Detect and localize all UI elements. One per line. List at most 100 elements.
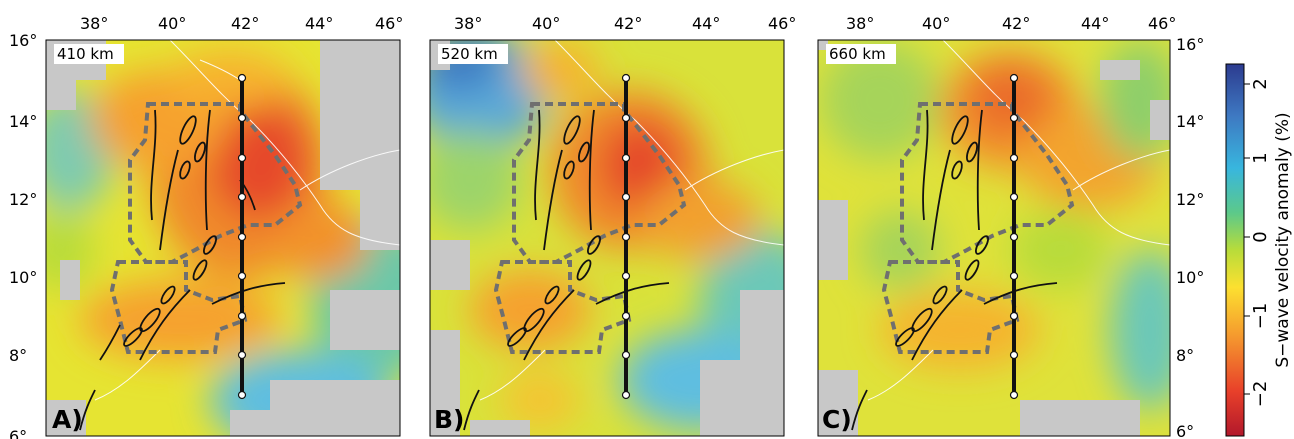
profile-marker [621, 73, 631, 83]
lon-axis-b: 38° 40° 42° 44° 46° [454, 14, 796, 33]
coastline-c [867, 40, 1170, 401]
profile-marker [237, 232, 247, 242]
lat-tick-label: 12° [1176, 190, 1204, 209]
profile-marker [237, 390, 247, 400]
faults-b [463, 109, 670, 431]
no-data-area-b [430, 40, 784, 436]
map-panel-b: 520 km B) 38° 40° 42° 44° 46° [429, 14, 796, 437]
lon-tick-label: 42° [1002, 14, 1030, 33]
lon-tick-label: 40° [158, 14, 186, 33]
panel-label-a: A) [52, 405, 83, 434]
lat-tick-label: 8° [1176, 346, 1194, 365]
profile-marker [621, 271, 631, 281]
lat-tick-label: 14° [9, 112, 37, 131]
depth-label-box-b [438, 44, 508, 64]
profile-marker [621, 153, 631, 163]
profile-marker [1009, 113, 1019, 123]
faults-a [79, 109, 286, 431]
lat-tick-label: 10° [9, 268, 37, 287]
lon-axis-a: 38° 40° 42° 44° 46° [80, 14, 403, 33]
lat-tick-label: 8° [9, 346, 27, 365]
colorbar: 2 1 0 −1 −2 S−wave velocity anomaly (%) [1225, 63, 1293, 437]
lat-tick-label: 16° [1176, 35, 1204, 54]
map-frame-b [429, 39, 785, 437]
lon-tick-label: 42° [614, 14, 642, 33]
region-outline-c [881, 102, 1075, 354]
lon-tick-label: 40° [922, 14, 950, 33]
lon-tick-label: 38° [80, 14, 108, 33]
lon-tick-label: 40° [532, 14, 560, 33]
lat-tick-label: 12° [9, 190, 37, 209]
lon-tick-label: 42° [231, 14, 259, 33]
profile-line-c [1009, 73, 1019, 400]
lat-tick-label: 14° [1176, 112, 1204, 131]
profile-marker [1009, 153, 1019, 163]
profile-marker [621, 192, 631, 202]
lat-tick-label: 6° [1176, 422, 1194, 439]
profile-marker [237, 113, 247, 123]
lon-tick-label: 44° [1081, 14, 1109, 33]
velocity-field-a [46, 40, 400, 436]
depth-label-a: 410 km [57, 45, 114, 63]
region-outline-a [109, 102, 303, 354]
colorbar-title: S−wave velocity anomaly (%) [1273, 112, 1293, 367]
colorbar-gradient [1225, 63, 1245, 437]
map-panel-a: 410 km A) 38° 40° 42° 44° 46° 16° 14° 12… [9, 14, 403, 439]
profile-marker [621, 350, 631, 360]
lat-tick-label: 10° [1176, 268, 1204, 287]
profile-marker [621, 113, 631, 123]
lon-tick-label: 38° [454, 14, 482, 33]
colorbar-ticks [1244, 83, 1250, 395]
panel-label-b: B) [434, 405, 464, 434]
profile-marker [1009, 350, 1019, 360]
lat-axis-c: 16° 14° 12° 10° 8° 6° [1176, 35, 1204, 439]
profile-marker [237, 73, 247, 83]
no-data-area-c [818, 40, 1170, 436]
profile-marker [1009, 192, 1019, 202]
region-outline-b [493, 102, 687, 354]
profile-marker [237, 350, 247, 360]
profile-marker [1009, 390, 1019, 400]
profile-line-a [237, 73, 247, 400]
colorbar-tick-label: 1 [1250, 152, 1271, 163]
map-panel-c: 660 km C) 38° 40° 42° 44° 46° 16° 14° 12… [817, 14, 1204, 439]
lon-tick-label: 44° [692, 14, 720, 33]
profile-marker [621, 311, 631, 321]
lon-axis-c: 38° 40° 42° 44° 46° [846, 14, 1176, 33]
profile-marker [621, 390, 631, 400]
depth-label-box-c [826, 44, 896, 64]
coastline-b [479, 40, 784, 401]
map-frame-c [817, 39, 1171, 437]
velocity-field-b [430, 40, 784, 436]
lat-axis-a: 16° 14° 12° 10° 8° 6° [9, 31, 37, 439]
depth-label-box-a [54, 44, 124, 64]
lat-tick-label: 16° [9, 31, 37, 50]
profile-marker [237, 271, 247, 281]
colorbar-tick-label: 2 [1250, 78, 1271, 89]
profile-marker [237, 192, 247, 202]
velocity-field-c [818, 40, 1170, 436]
profile-marker [1009, 232, 1019, 242]
colorbar-tick-label: −1 [1250, 303, 1271, 330]
lon-tick-label: 46° [375, 14, 403, 33]
depth-label-b: 520 km [441, 45, 498, 63]
profile-marker [237, 311, 247, 321]
profile-marker [1009, 73, 1019, 83]
map-frame-a [45, 39, 401, 437]
panel-label-c: C) [822, 405, 852, 434]
lon-tick-label: 38° [846, 14, 874, 33]
lon-tick-label: 46° [768, 14, 796, 33]
profile-marker [1009, 311, 1019, 321]
coastline-a [94, 40, 400, 401]
colorbar-tick-label: −2 [1250, 381, 1271, 408]
colorbar-tick-label: 0 [1250, 231, 1271, 242]
profile-marker [237, 153, 247, 163]
profile-line-b [621, 73, 631, 400]
faults-c [851, 109, 1058, 431]
profile-marker [1009, 271, 1019, 281]
depth-label-c: 660 km [829, 45, 886, 63]
lon-tick-label: 46° [1148, 14, 1176, 33]
profile-marker [621, 232, 631, 242]
lon-tick-label: 44° [305, 14, 333, 33]
